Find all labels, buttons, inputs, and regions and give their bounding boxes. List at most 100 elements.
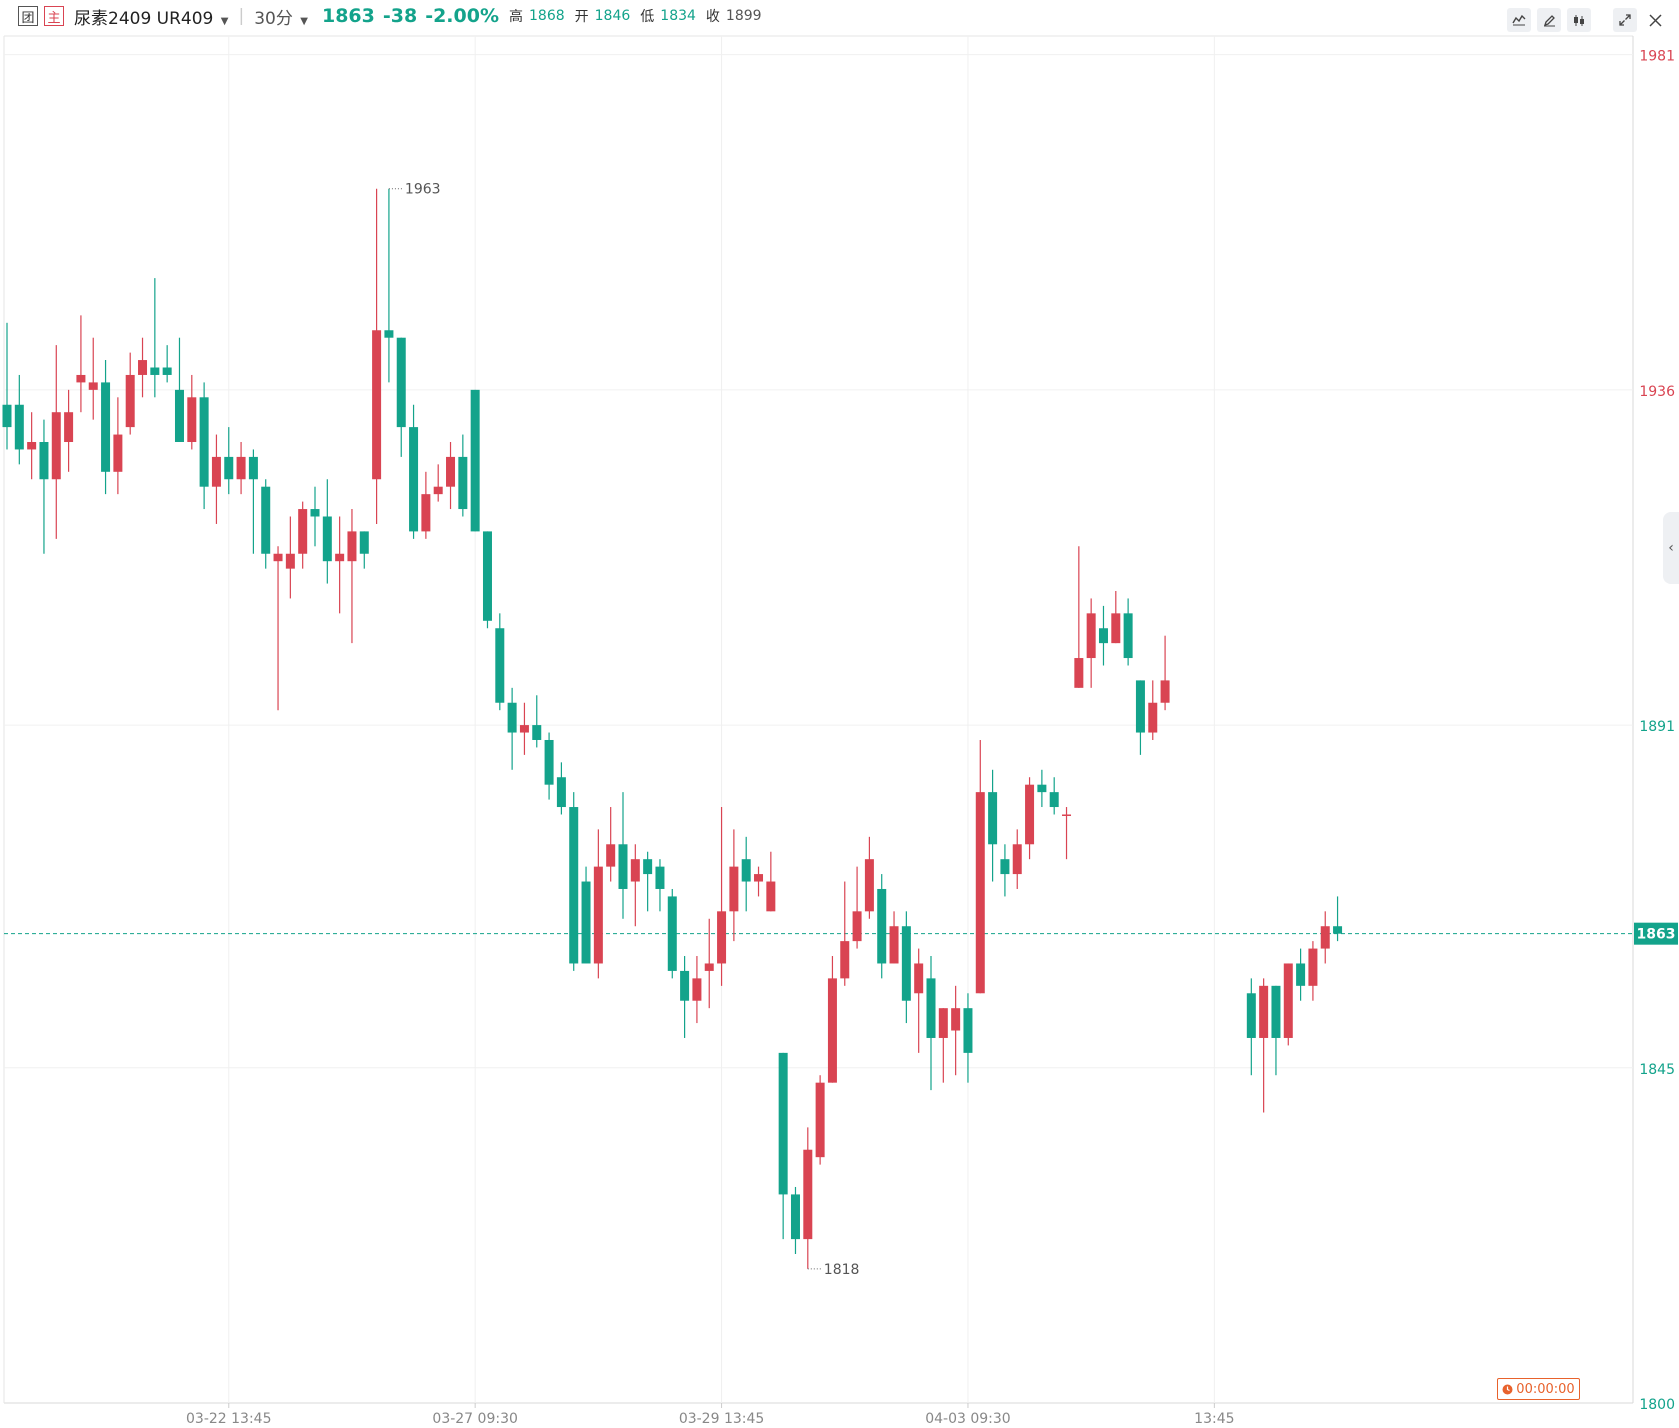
line-chart-icon[interactable]	[1507, 8, 1531, 32]
candle-body	[692, 978, 702, 1001]
chevron-down-icon: ▼	[220, 15, 229, 27]
x-tick-label: 03-22 13:45	[186, 1411, 271, 1427]
period-label: 30分	[254, 8, 293, 29]
candle-body	[556, 777, 566, 808]
candle-body	[273, 553, 283, 562]
candle-body	[14, 404, 24, 450]
candle-body	[125, 374, 135, 428]
candle-body	[643, 859, 653, 875]
candle-body	[569, 807, 579, 964]
candle-body	[581, 881, 591, 964]
candle-body	[458, 456, 468, 510]
candle-body	[618, 844, 628, 889]
candle-body	[1098, 628, 1108, 644]
candle-body	[840, 941, 850, 979]
close-value: 1899	[725, 8, 762, 24]
candle-body	[322, 516, 332, 562]
high-label: 高	[509, 9, 523, 25]
candle-body	[1000, 859, 1010, 875]
close-icon[interactable]	[1643, 8, 1667, 32]
candle-body	[1271, 985, 1281, 1038]
x-tick-label: 03-27 09:30	[432, 1411, 517, 1427]
candle-body	[926, 978, 936, 1038]
candle-body	[1135, 680, 1145, 733]
candle-body	[285, 553, 295, 569]
current-price-badge	[1634, 922, 1678, 945]
extreme-label: 1963	[405, 182, 441, 198]
candle-body	[593, 866, 603, 964]
candle-body	[754, 874, 764, 882]
candle-body	[889, 926, 899, 964]
candle-body	[372, 330, 382, 480]
candle-body	[101, 382, 111, 472]
candle-body	[51, 412, 61, 480]
expand-icon[interactable]	[1613, 8, 1637, 32]
y-tick-label: 1800	[1639, 1397, 1675, 1413]
candle-body	[39, 442, 49, 480]
candle-body	[778, 1052, 788, 1195]
candle-body	[1111, 613, 1121, 644]
candle-body	[507, 702, 517, 733]
side-panel-toggle[interactable]: ‹	[1663, 512, 1679, 584]
x-tick-label: 13:45	[1194, 1411, 1234, 1427]
candle-body	[236, 456, 246, 480]
divider: |	[238, 6, 245, 26]
candle-body	[1148, 702, 1158, 733]
chevron-down-icon: ▼	[300, 15, 308, 27]
candle-body	[421, 494, 431, 532]
candle-body	[1320, 926, 1330, 949]
y-tick-label: 1936	[1639, 384, 1675, 400]
candle-body	[187, 397, 197, 443]
candle-body	[729, 866, 739, 912]
candle-body	[1012, 844, 1022, 875]
chevron-left-icon: ‹	[1668, 540, 1674, 556]
candle-body	[470, 389, 480, 532]
candle-body	[655, 866, 665, 889]
period-selector[interactable]: 30分 ▼	[254, 4, 308, 29]
candle-body	[766, 881, 776, 912]
candle-body	[790, 1194, 800, 1240]
candle-body	[359, 531, 369, 554]
candle-body	[1123, 613, 1133, 659]
candle-body	[852, 911, 862, 942]
candle-body	[1160, 680, 1170, 703]
candle-body	[519, 725, 529, 733]
candle-body	[1037, 784, 1047, 793]
candle-body	[113, 434, 123, 472]
candlestick-icon[interactable]	[1567, 8, 1591, 32]
x-tick-label: 03-29 13:45	[679, 1411, 764, 1427]
countdown-timer: 00:00:00	[1497, 1378, 1580, 1400]
candle-body	[27, 442, 37, 450]
candle-body	[963, 1008, 973, 1053]
candle-body	[396, 337, 406, 428]
candle-body	[827, 978, 837, 1083]
candle-body	[409, 427, 419, 532]
candle-body	[138, 360, 148, 375]
y-tick-label: 1845	[1639, 1062, 1675, 1078]
candle-body	[717, 911, 727, 964]
candle-body	[446, 456, 456, 487]
group-icon[interactable]: 团	[18, 6, 38, 26]
candle-body	[667, 896, 677, 971]
pencil-icon[interactable]	[1537, 8, 1561, 32]
y-tick-label: 1981	[1639, 49, 1675, 65]
candle-body	[2, 404, 12, 428]
candle-body	[544, 739, 554, 785]
candle-body	[64, 412, 74, 443]
candle-body	[938, 1008, 948, 1038]
candle-body	[803, 1149, 813, 1240]
instrument-selector[interactable]: 尿素2409 UR409 ▼	[74, 4, 228, 29]
low-label: 低	[640, 9, 655, 25]
candle-body	[1333, 926, 1343, 934]
main-chart-icon[interactable]: 主	[44, 6, 64, 26]
candle-body	[162, 367, 172, 375]
candle-body	[1296, 963, 1306, 986]
candle-body	[298, 509, 308, 554]
candle-body	[877, 888, 887, 964]
candle-body	[1086, 613, 1096, 659]
candle-body	[310, 509, 320, 517]
candle-body	[1049, 792, 1059, 808]
candle-body	[1074, 658, 1084, 688]
candle-body	[975, 792, 985, 994]
